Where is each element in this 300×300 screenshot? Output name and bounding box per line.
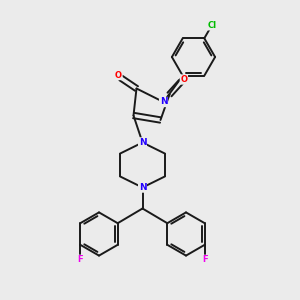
Text: F: F <box>202 255 208 264</box>
Text: O: O <box>115 70 122 80</box>
Text: O: O <box>180 75 188 84</box>
Text: Cl: Cl <box>207 21 216 30</box>
Text: F: F <box>77 255 83 264</box>
Text: N: N <box>139 183 146 192</box>
Text: N: N <box>160 98 167 106</box>
Text: N: N <box>139 138 146 147</box>
